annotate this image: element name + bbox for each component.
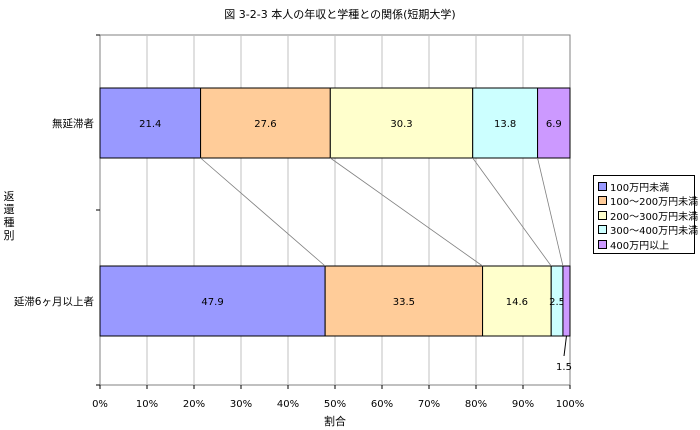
data-label: 27.6 — [254, 119, 276, 130]
bar-segment — [329, 87, 474, 159]
bar-segment — [99, 87, 202, 159]
legend-label: 400万円以上 — [610, 240, 670, 252]
category-label: 無延滞者 — [52, 117, 94, 130]
data-label: 14.6 — [506, 297, 528, 308]
data-label: 6.9 — [546, 119, 562, 130]
bar-segment — [472, 87, 539, 159]
bar-segment — [200, 87, 331, 159]
legend-label: 300～400万円未満 — [610, 226, 699, 238]
x-tick-label: 90% — [512, 399, 534, 410]
legend-swatch — [598, 210, 607, 220]
data-label: 2.5 — [549, 297, 565, 308]
bar-segment — [99, 265, 326, 337]
bar-segment — [482, 265, 552, 337]
data-label: 1.5 — [556, 362, 572, 373]
x-tick-label: 80% — [465, 399, 487, 410]
y-axis-label: 返還種別 — [3, 190, 15, 242]
data-label: 13.8 — [494, 119, 516, 130]
data-label-leader — [563, 335, 567, 357]
bar-segment — [324, 265, 484, 337]
legend-label: 100万円未満 — [610, 182, 670, 194]
data-label: 21.4 — [139, 119, 161, 130]
x-tick-label: 10% — [136, 399, 158, 410]
x-tick-label: 0% — [92, 399, 108, 410]
legend: 100万円未満 100～200万円未満 200～300万円未満 300～400万円未満… — [593, 175, 698, 254]
legend-item: 100～200万円未満 — [598, 194, 698, 208]
bar-segment — [537, 87, 571, 159]
legend-swatch — [598, 196, 607, 206]
x-tick-label: 30% — [230, 399, 252, 410]
legend-swatch — [598, 225, 607, 235]
legend-item: 200～300万円未満 — [598, 208, 698, 223]
x-tick-label: 20% — [183, 399, 205, 410]
x-tick-label: 50% — [324, 399, 346, 410]
series-connector-line — [200, 157, 326, 267]
x-tick-label: 60% — [371, 399, 393, 410]
data-label: 47.9 — [201, 297, 223, 308]
x-tick-label: 40% — [277, 399, 299, 410]
legend-swatch — [598, 181, 607, 191]
data-label: 33.5 — [393, 297, 415, 308]
legend-item: 300～400万円未満 — [598, 223, 698, 237]
legend-label: 100～200万円未満 — [610, 197, 699, 209]
series-connector-line — [537, 157, 564, 267]
x-axis-label: 割合 — [324, 414, 346, 428]
chart-title: 図 3-2-3 本人の年収と学種との関係(短期大学) — [224, 8, 456, 21]
series-connector-line — [330, 157, 483, 267]
data-label: 30.3 — [390, 119, 412, 130]
bar-segment — [562, 265, 571, 337]
legend-label: 200～300万円未満 — [610, 211, 699, 223]
category-label: 延滞6ヶ月以上者 — [14, 296, 94, 308]
x-tick-label: 70% — [418, 399, 440, 410]
legend-item: 400万円以上 — [598, 237, 694, 252]
legend-swatch — [598, 239, 607, 249]
x-tick-label: 100% — [556, 399, 585, 410]
legend-item: 100万円未満 — [598, 179, 694, 194]
series-connector-line — [472, 157, 552, 267]
